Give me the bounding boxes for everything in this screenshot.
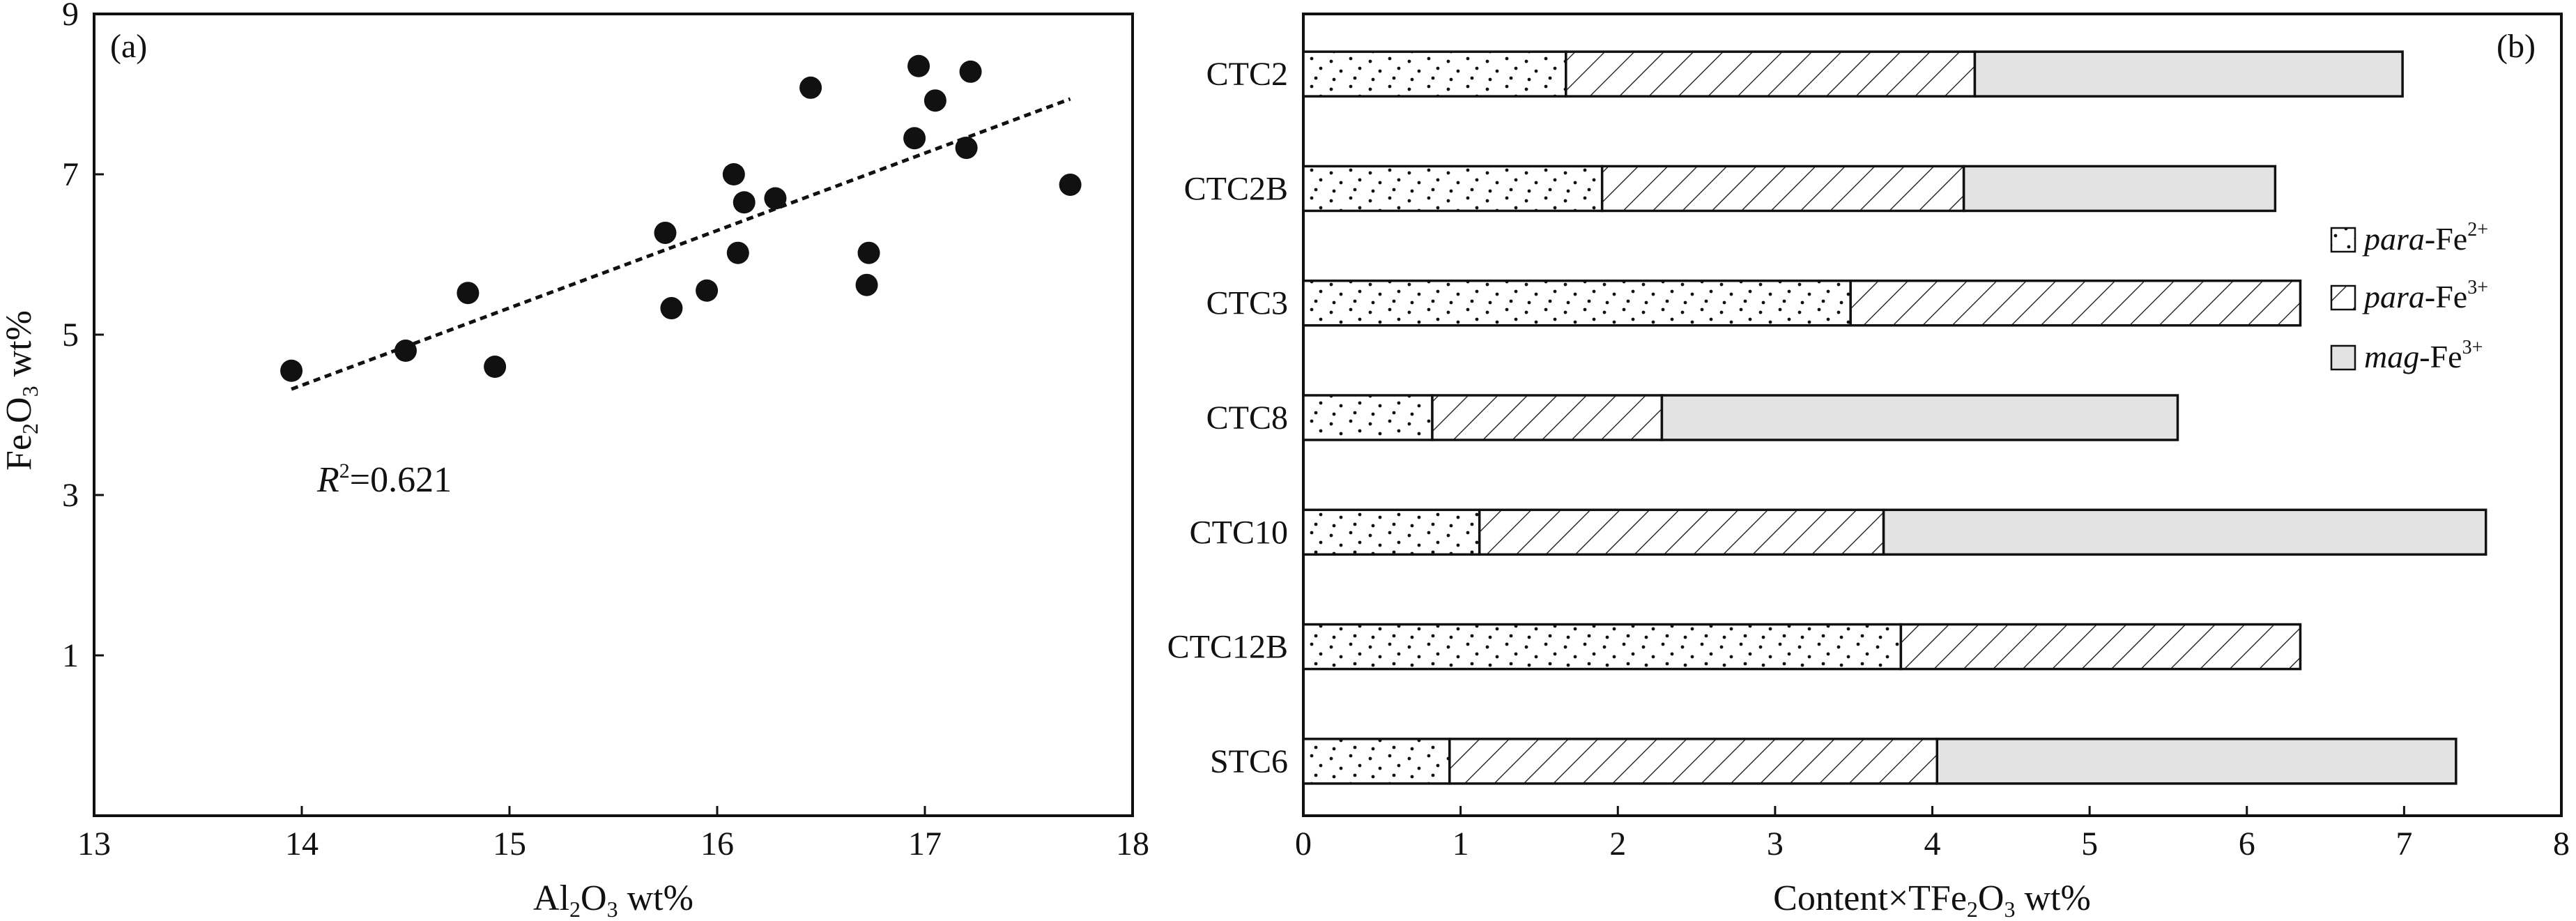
panel-label-a: (a) [110,28,147,65]
bar-segment [1302,623,1903,671]
legend-swatch-dots [2330,227,2356,253]
y-tick-label-a: 1 [62,637,79,674]
data-point [280,359,303,382]
x-tick-label-a: 18 [1116,825,1149,862]
x-tick-label-a: 14 [285,825,319,862]
y-tick-label-a: 7 [62,156,79,193]
bar-segment [1565,50,1977,98]
data-point [660,297,683,320]
category-label: CTC12B [1167,629,1288,666]
x-tick-label-b: 2 [1609,825,1626,862]
tick-labels-b: 0 1 2 3 4 5 6 7 8 [1295,825,2570,862]
y-tick-label-a: 3 [62,477,79,514]
category-label: CTC2 [1206,56,1288,93]
x-tick-label-a: 15 [493,825,526,862]
bar-segment [1302,508,1481,556]
data-point [955,137,978,160]
bar-segment [1882,508,2487,556]
bar-segment [1302,738,1451,785]
data-point [959,60,982,83]
legend: para-Fe2+ para-Fe3+ mag-Fe3+ [2330,219,2488,374]
bar-segment [1448,738,1939,785]
x-tick-label-b: 4 [1924,825,1941,862]
legend-label-para-fe2: para-Fe2+ [2362,219,2488,257]
legend-item-para-fe3: para-Fe3+ [2330,277,2488,314]
x-tick-label-b: 6 [2239,825,2255,862]
r2-label: R2=0.621 [316,459,452,500]
data-point [484,356,507,378]
bar-segment [1962,165,2277,213]
x-tick-label-b: 1 [1452,825,1469,862]
plot-frame-a [93,13,1134,817]
x-tick-label-a: 13 [77,825,111,862]
scatter-points [280,54,1082,382]
data-point [457,282,480,305]
data-point [903,127,926,150]
x-axis-label-b: Content×TFe2O3 wt% [1773,878,2091,921]
bar-segment [1899,623,2302,671]
category-label: STC6 [1210,743,1288,780]
bar-segment [1973,50,2404,98]
x-tick-label-b: 8 [2553,825,2570,862]
axis-ticks-a [93,13,1134,816]
data-point [923,89,946,112]
y-axis-label-a: Fe2O3 wt% [0,310,43,471]
legend-label-mag-fe3: mag-Fe3+ [2364,337,2483,374]
bar-segment [1302,279,1852,327]
bar-segment [1600,165,1965,213]
data-point [799,76,822,99]
data-point [733,191,756,214]
bar-segment [1302,50,1567,98]
bar-segment [1478,508,1885,556]
regression-line [291,97,1071,391]
bar-segment [1302,394,1434,441]
bar-panel-b: 0 1 2 3 4 5 6 7 8 CTC2 CTC2B CTC3 CTC8 CTC10 CTC12B ST… [1167,13,2570,921]
x-axis-label-a: Al2O3 wt% [533,878,693,921]
data-point [722,163,745,185]
legend-item-para-fe2: para-Fe2+ [2330,219,2488,257]
bar-segment [1660,394,2179,441]
data-point [654,221,677,244]
data-point [907,54,930,77]
legend-swatch-gray [2330,344,2356,371]
x-tick-label-b: 5 [2081,825,2098,862]
category-label: CTC2B [1184,170,1288,207]
bar-segment [1302,165,1604,213]
stacked-bars [1302,50,2487,785]
data-point [394,340,417,362]
data-point [855,273,878,296]
bar-segment [1849,279,2302,327]
y-tick-label-a: 9 [62,0,79,33]
data-point [726,241,749,264]
x-tick-label-a: 17 [908,825,942,862]
category-label: CTC8 [1206,399,1288,436]
x-tick-label-b: 0 [1295,825,1312,862]
data-point [764,187,787,210]
legend-label-para-fe3: para-Fe3+ [2362,277,2488,314]
legend-swatch-hatch [2330,284,2356,311]
panel-label-b: (b) [2497,28,2536,65]
data-point [857,241,880,264]
category-label: CTC10 [1190,514,1288,551]
x-tick-label-a: 16 [700,825,734,862]
x-tick-label-b: 7 [2395,825,2412,862]
legend-item-mag-fe3: mag-Fe3+ [2330,337,2483,374]
bar-segment [1431,394,1664,441]
category-label: CTC3 [1206,285,1288,322]
data-point [696,279,719,302]
data-point [1059,173,1082,196]
x-tick-label-b: 3 [1767,825,1784,862]
y-tick-label-a: 5 [62,317,79,353]
category-labels: CTC2 CTC2B CTC3 CTC8 CTC10 CTC12B STC6 [1167,56,1288,780]
bar-segment [1935,738,2458,785]
